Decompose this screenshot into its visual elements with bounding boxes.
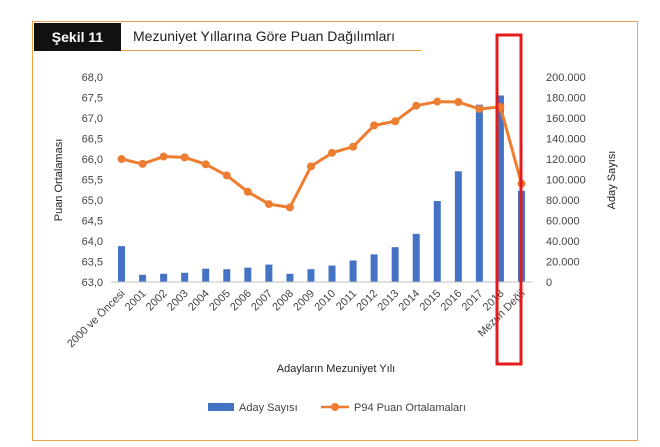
x-tick-label: 2012 xyxy=(354,288,380,314)
y-tick-label: 65,0 xyxy=(82,195,103,207)
bar xyxy=(286,273,294,282)
figure-tag: Şekil 11 xyxy=(34,23,121,51)
legend-label-line: P94 Puan Ortalamaları xyxy=(354,402,466,414)
line-point xyxy=(180,153,189,162)
line-point xyxy=(433,97,442,106)
bar xyxy=(454,171,462,282)
legend: Aday Sayısı P94 Puan Ortalamaları xyxy=(208,402,466,414)
line-point xyxy=(475,104,484,113)
y-tick-label: 65,5 xyxy=(82,175,103,187)
y2-tick-label: 60.000 xyxy=(546,216,580,228)
bar xyxy=(244,267,252,282)
x-tick-label: 2005 xyxy=(207,288,233,314)
legend-swatch-marker xyxy=(331,403,339,411)
x-axis-title: Adayların Mezuniyet Yılı xyxy=(277,363,395,375)
x-tick-label: 2008 xyxy=(270,288,296,314)
bar xyxy=(181,272,189,282)
bar xyxy=(475,104,483,282)
x-tick-label: 2006 xyxy=(228,288,254,314)
y-axis-title: Puan Ortalaması xyxy=(53,139,65,222)
y-tick-label: 64,5 xyxy=(82,216,103,228)
x-tick-label: 2003 xyxy=(165,288,191,314)
x-tick-label: 2009 xyxy=(291,288,317,314)
y-axis-right: 0 20.000 40.000 60.000 80.000 100.000 120.000 1… xyxy=(546,72,586,289)
y2-tick-label: 200.000 xyxy=(546,72,586,84)
line-point xyxy=(349,142,358,151)
bar xyxy=(202,268,210,282)
line-point xyxy=(264,200,273,209)
x-tick-label: 2002 xyxy=(144,288,170,314)
x-tick-label: 2004 xyxy=(186,288,212,314)
bar xyxy=(496,95,504,282)
y-tick-label: 63,5 xyxy=(82,257,103,269)
bar xyxy=(433,201,441,282)
legend-label-bar: Aday Sayısı xyxy=(239,402,298,414)
line-point xyxy=(370,121,379,130)
y-tick-label: 64,0 xyxy=(82,236,103,248)
line-point xyxy=(391,117,400,126)
y2-tick-label: 20.000 xyxy=(546,257,580,269)
bar xyxy=(118,246,126,282)
bar xyxy=(349,260,357,282)
y2-tick-label: 80.000 xyxy=(546,195,580,207)
y2-tick-label: 120.000 xyxy=(546,154,586,166)
bar xyxy=(160,273,168,282)
bar xyxy=(307,269,315,282)
y2-tick-label: 180.000 xyxy=(546,93,586,105)
y-tick-label: 63,0 xyxy=(82,277,103,289)
y2-tick-label: 160.000 xyxy=(546,113,586,125)
bar xyxy=(370,254,378,282)
x-tick-label: 2001 xyxy=(123,288,149,314)
x-tick-label: 2000 ve Öncesi xyxy=(65,288,128,351)
bar xyxy=(328,265,336,282)
figure-title: Mezuniyet Yıllarına Göre Puan Dağılımlar… xyxy=(121,22,421,51)
line-point xyxy=(159,152,168,161)
y-tick-label: 66,0 xyxy=(82,154,103,166)
y2-tick-label: 40.000 xyxy=(546,236,580,248)
x-tick-label: 2015 xyxy=(418,288,444,314)
line-point xyxy=(201,160,210,169)
y-tick-label: 68,0 xyxy=(82,72,103,84)
y-tick-label: 67,5 xyxy=(82,93,103,105)
y2-tick-label: 0 xyxy=(546,277,552,289)
line-point xyxy=(222,171,231,180)
x-tick-label: 2010 xyxy=(312,288,338,314)
bar xyxy=(265,264,273,282)
y2-axis-title: Aday Sayısı xyxy=(606,151,618,210)
y2-tick-label: 140.000 xyxy=(546,134,586,146)
bar xyxy=(223,269,231,282)
x-tick-label: 2007 xyxy=(249,288,275,314)
line-point xyxy=(412,101,421,110)
x-tick-label: 2013 xyxy=(375,288,401,314)
y-tick-label: 67,0 xyxy=(82,113,103,125)
line-series xyxy=(117,97,526,212)
line-point xyxy=(306,162,315,171)
x-tick-label: 2017 xyxy=(460,288,486,314)
line-point xyxy=(138,159,147,168)
y-tick-label: 66,5 xyxy=(82,134,103,146)
y-axis-left: 63,0 63,5 64,0 64,5 65,0 65,5 66,0 66,5 67,0 67,5… xyxy=(82,72,103,289)
line-point xyxy=(117,155,126,163)
line-point xyxy=(285,203,294,212)
bar xyxy=(139,274,147,282)
line-point xyxy=(328,148,337,157)
figure-frame xyxy=(32,21,638,441)
bar xyxy=(391,247,399,282)
line-point xyxy=(454,98,463,107)
y2-tick-label: 100.000 xyxy=(546,175,586,187)
legend-swatch-bar xyxy=(208,403,234,411)
line-point xyxy=(243,187,252,196)
x-axis: 2000 ve Öncesi20012002200320042005200620… xyxy=(65,288,527,351)
x-tick-label: 2011 xyxy=(334,288,359,313)
x-tick-label: 2016 xyxy=(439,288,465,314)
bar-series xyxy=(118,95,525,282)
highlight-box-2018 xyxy=(495,33,523,366)
bar xyxy=(412,233,420,282)
x-tick-label: 2014 xyxy=(397,288,423,314)
